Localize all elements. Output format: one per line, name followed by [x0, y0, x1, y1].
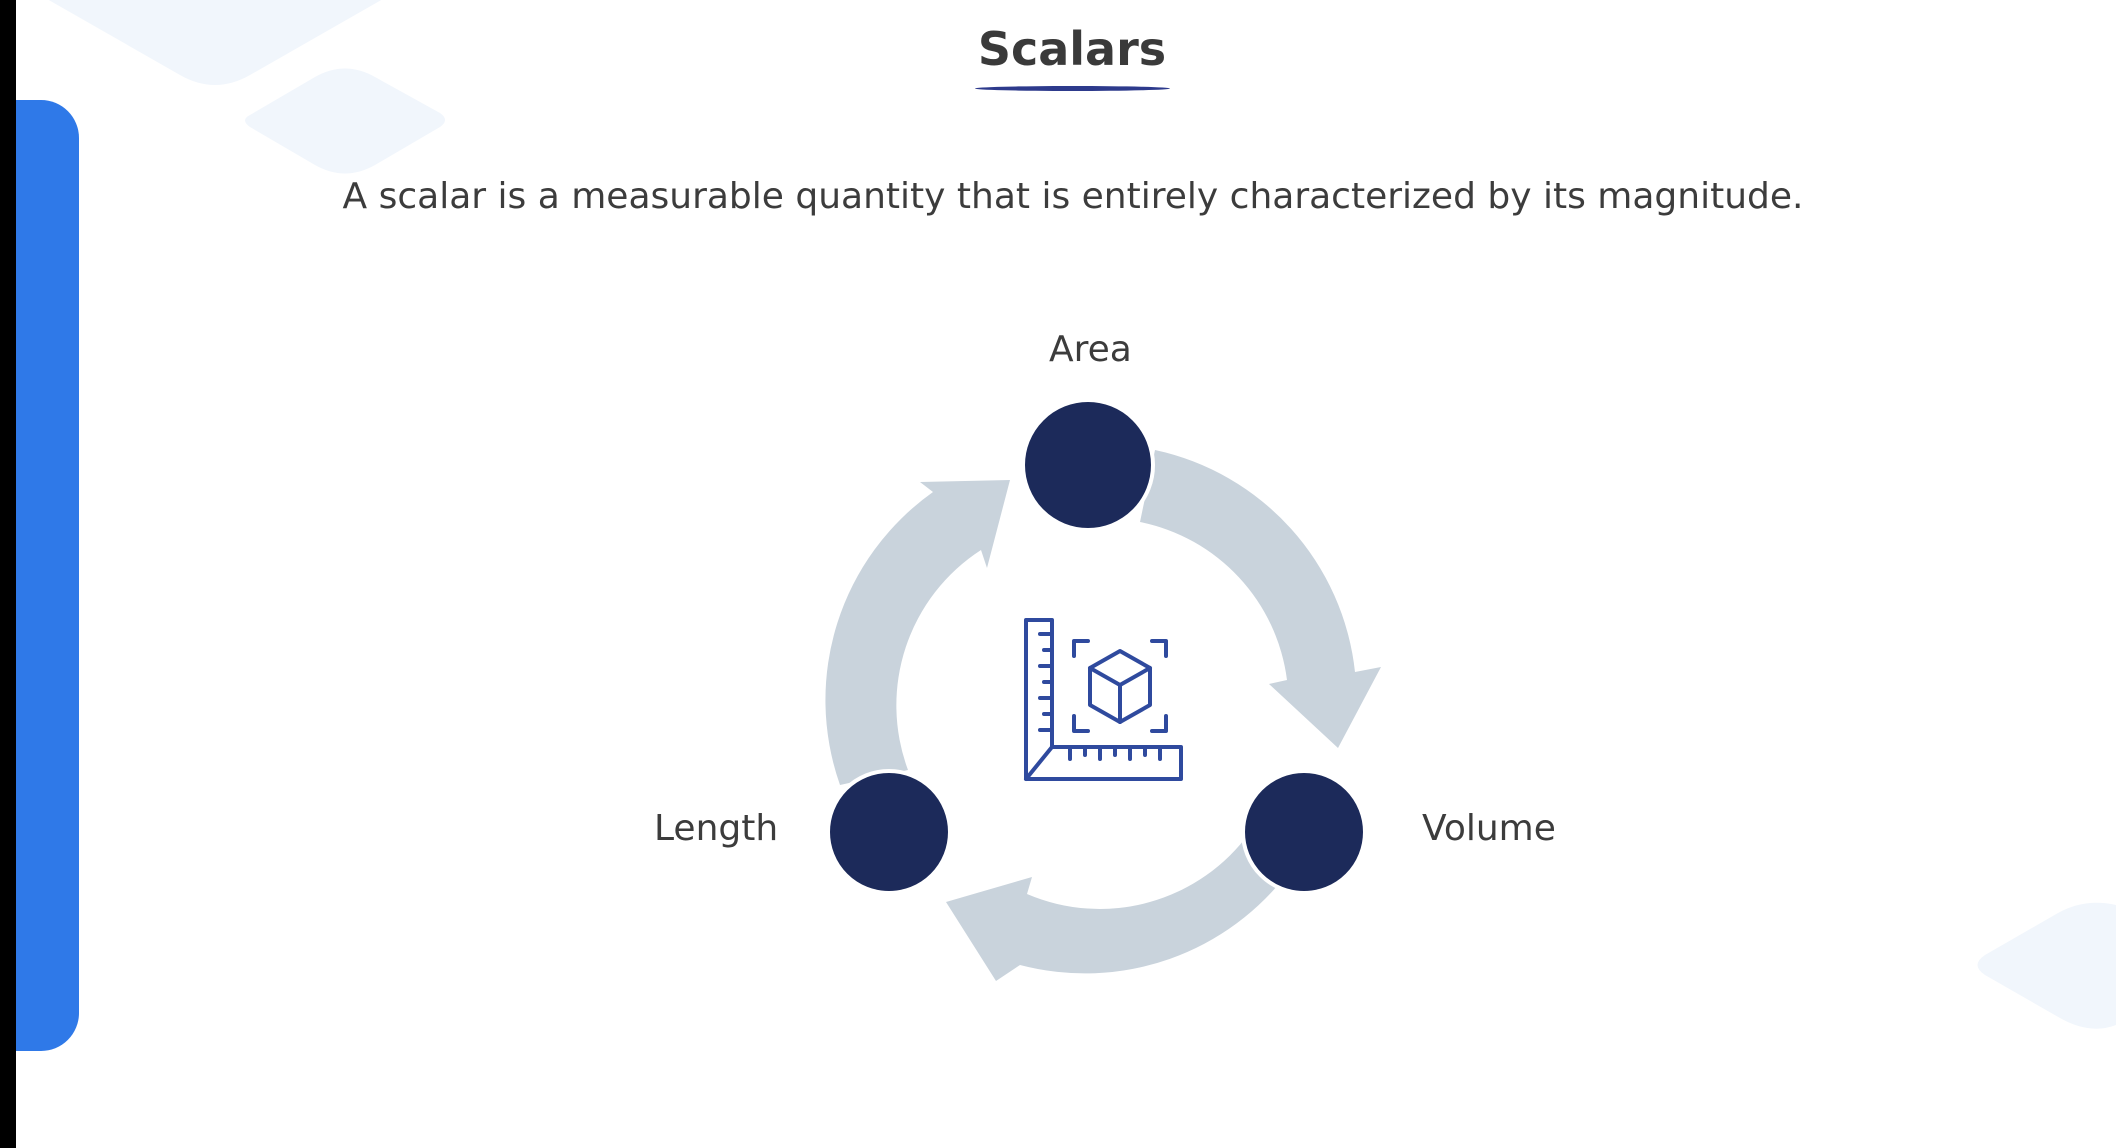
node-label-volume: Volume	[1422, 808, 1556, 849]
node-volume	[1241, 769, 1367, 895]
background-diamond-top	[48, 0, 382, 85]
node-label-length: Length	[654, 808, 779, 849]
description-text: A scalar is a measurable quantity that i…	[342, 176, 1804, 217]
node-length	[826, 769, 952, 895]
node-label-area: Area	[1049, 329, 1132, 370]
cycle-arrow-area-to-volume	[1140, 450, 1381, 748]
side-accent-panel	[16, 100, 79, 1051]
left-edge-bar	[0, 0, 16, 1148]
cycle-arrow-length-to-area	[825, 480, 1010, 785]
background-diamond-bottom-right	[1977, 902, 2116, 1029]
node-area	[1021, 398, 1155, 532]
background-diamond-small	[245, 68, 445, 174]
ruler-cube-measurement-icon	[1024, 618, 1183, 781]
cycle-arrow-volume-to-length	[946, 832, 1290, 981]
page-title: Scalars	[977, 22, 1167, 76]
title-underline	[975, 86, 1170, 91]
